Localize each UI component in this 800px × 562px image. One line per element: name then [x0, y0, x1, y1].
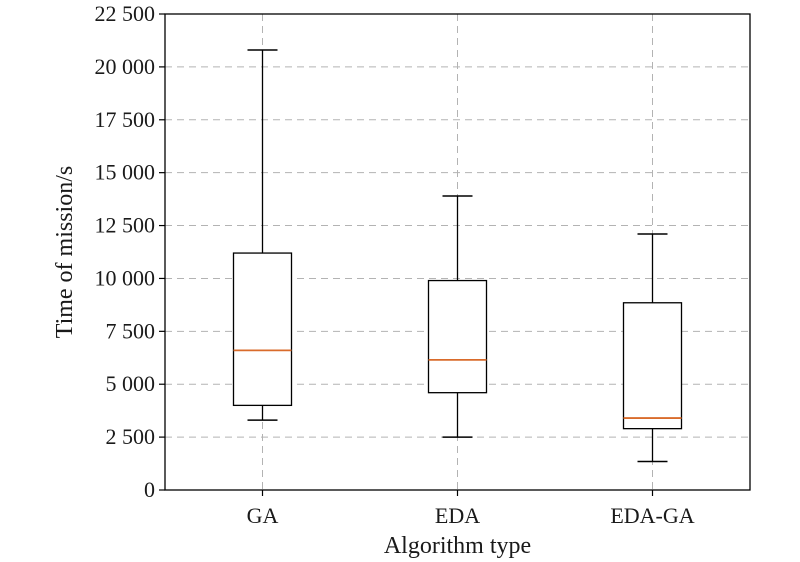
box-group [232, 49, 293, 421]
plot-frame [164, 13, 751, 491]
iqr-box [427, 279, 488, 394]
y-tick-label: 22 500 [95, 1, 156, 26]
box-group [622, 233, 683, 463]
y-tick-label: 5 000 [106, 371, 156, 396]
box-group [427, 195, 488, 438]
iqr-box [622, 302, 683, 430]
x-tick-label: EDA-GA [610, 503, 694, 528]
iqr-box [232, 252, 293, 407]
x-axis-label: Algorithm type [384, 533, 531, 559]
y-tick-label: 2 500 [106, 424, 156, 449]
y-tick-label: 12 500 [95, 213, 156, 238]
x-tick-label: GA [247, 503, 279, 528]
y-axis-label: Time of mission/s [52, 166, 78, 339]
y-tick-label: 15 000 [95, 160, 156, 185]
axis-ticks: 0 2 500 5 000 7 500 10 000 12 500 15 000 17 500… [95, 1, 695, 528]
y-tick-label: 17 500 [95, 107, 156, 132]
y-tick-label: 10 000 [95, 265, 156, 290]
y-tick-label: 7 500 [106, 318, 156, 343]
y-tick-label: 0 [144, 477, 155, 502]
box-series [232, 49, 683, 463]
x-tick-label: EDA [435, 503, 480, 528]
y-tick-label: 20 000 [95, 54, 156, 79]
